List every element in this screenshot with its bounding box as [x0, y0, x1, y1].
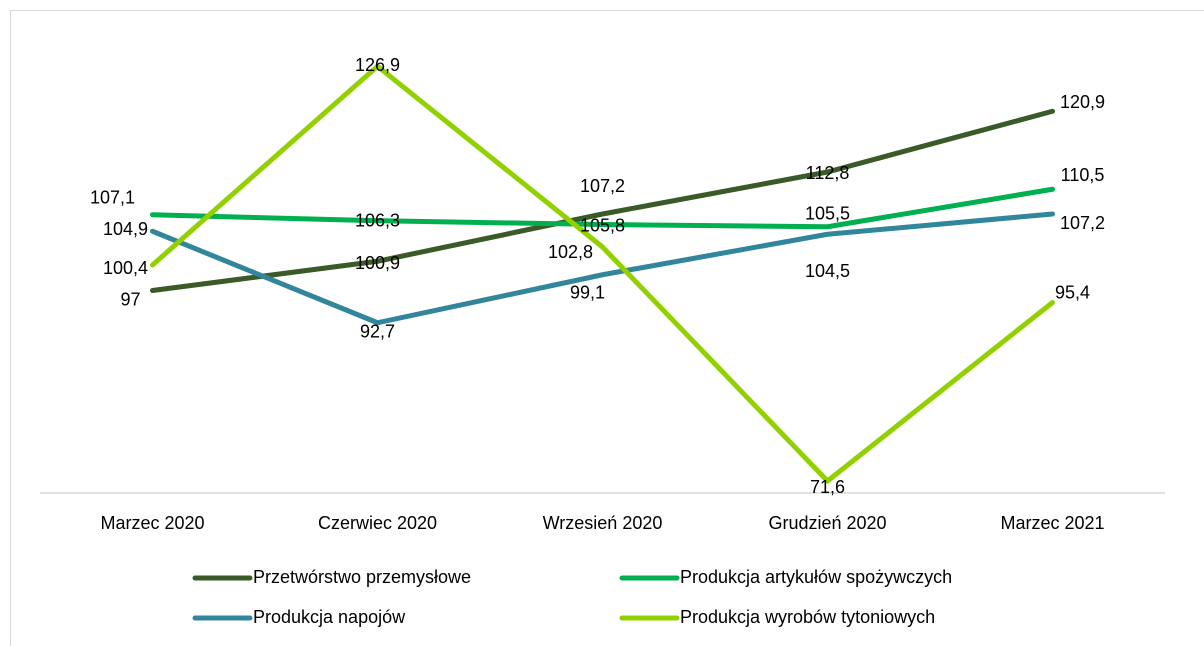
data-label: 104,9	[103, 219, 148, 239]
data-label: 71,6	[810, 477, 845, 497]
series-line	[150, 63, 1055, 484]
x-tick-label: Marzec 2021	[1000, 513, 1104, 533]
data-label: 95,4	[1055, 282, 1090, 302]
legend-label: Przetwórstwo przemysłowe	[253, 567, 471, 587]
series-line	[150, 186, 1055, 230]
data-label: 97	[120, 289, 140, 309]
data-label: 106,3	[355, 211, 400, 231]
data-label: 102,8	[548, 242, 593, 262]
data-label: 105,5	[805, 204, 850, 224]
data-label: 110,5	[1061, 165, 1105, 185]
data-label: 112,8	[806, 163, 850, 183]
data-label: 100,9	[355, 253, 400, 273]
chart-frame	[10, 10, 1204, 646]
series-line	[150, 108, 1055, 293]
data-label: 107,2	[1060, 213, 1105, 233]
data-label: 107,2	[580, 176, 625, 196]
legend-label: Produkcja napojów	[253, 607, 406, 627]
x-tick-label: Grudzień 2020	[768, 513, 886, 533]
data-label: 100,4	[103, 258, 148, 278]
data-label: 99,1	[570, 283, 605, 303]
data-label: 92,7	[360, 322, 395, 342]
legend-label: Produkcja artykułów spożywczych	[680, 567, 952, 587]
data-label: 126,9	[355, 55, 400, 75]
x-tick-label: Wrzesień 2020	[543, 513, 663, 533]
x-tick-label: Marzec 2020	[100, 513, 204, 533]
data-label: 120,9	[1060, 92, 1105, 112]
x-tick-label: Czerwiec 2020	[318, 513, 437, 533]
data-label: 105,8	[580, 215, 625, 235]
legend-label: Produkcja wyrobów tytoniowych	[680, 607, 935, 627]
data-label: 107,1	[90, 188, 135, 208]
data-label: 104,5	[805, 261, 850, 281]
series-line	[150, 211, 1055, 326]
